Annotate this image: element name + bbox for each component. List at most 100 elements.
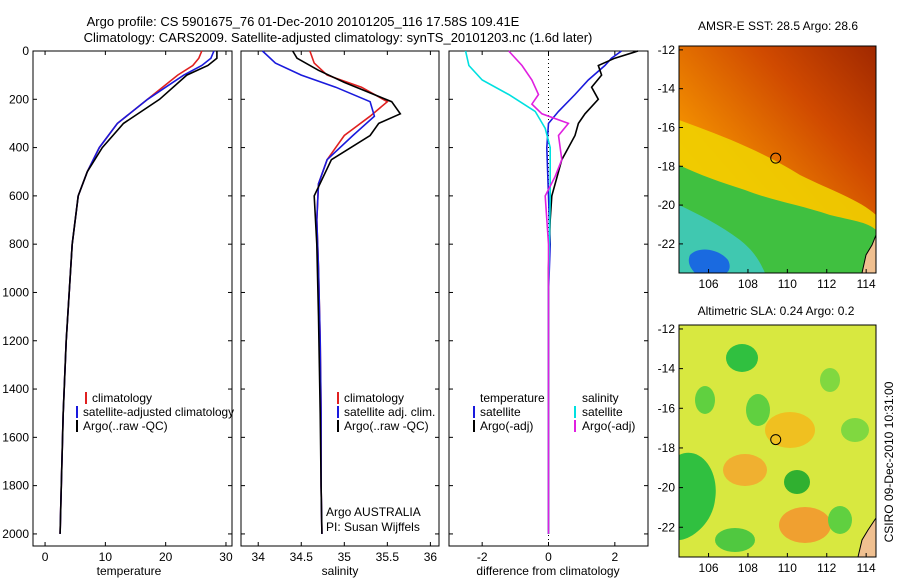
lon-tick-label: 106 [699,277,719,291]
lat-tick-label: -20 [658,481,676,495]
sst-map-axes [678,45,877,274]
x-tick-label: 35.5 [376,550,400,564]
series-line-satellite-adj-clim- [261,50,376,534]
x-tick-label: 34 [252,550,266,564]
x-tick-label: 2 [611,550,618,564]
difference-xlabel: difference from climatology [476,564,619,578]
depth-tick-label: 1600 [2,430,29,444]
x-tick-label: 0 [545,550,552,564]
x-tick-label: 36 [424,550,438,564]
title-line-2: Climatology: CARS2009. Satellite-adjuste… [84,30,593,45]
legend-label-argo: Argo(..raw -QC) [344,419,429,433]
series-line-salinity-argo-adj- [508,50,570,534]
sst-lon-tick-labels: 106 108 110 112 114 [699,269,876,291]
x-tick-label: -2 [477,550,488,564]
depth-tick-labels: 0 200 400 600 800 1000 1200 1400 1600 1800 2000 [2,44,29,541]
depth-tick-label: 2000 [2,527,29,541]
lat-tick-label: -14 [658,82,676,96]
legend-label-satellite: satellite adj. clim. [344,405,435,419]
title-line-1: Argo profile: CS 5901675_76 01-Dec-2010 … [87,14,520,29]
x-tick-label: 35 [338,550,352,564]
temperature-profiles [59,50,218,534]
salinity-axes [240,50,440,547]
lat-tick-label: -16 [658,120,676,134]
lon-tick-label: 108 [738,561,758,575]
lon-tick-label: 108 [738,277,758,291]
legend-label-climatology: climatology [344,391,404,405]
sla-argo-location-marker [770,434,782,446]
x-tick-label: 30 [219,550,233,564]
legend-title-salinity: salinity [582,391,619,405]
temperature-xlabel: temperature [97,564,162,578]
sst-argo-location-marker [770,152,782,164]
lat-tick-label: -12 [658,322,676,336]
lat-tick-label: -22 [658,520,676,534]
legend-title-temperature: temperature [480,391,545,405]
sla-lat-tick-labels: -12 -14 -16 -18 -20 -22 [658,322,683,534]
legend-label-temp-argo: Argo(-adj) [480,419,533,433]
legend-label-sal-argo: Argo(-adj) [582,419,635,433]
sla-orange-blob [779,507,831,543]
x-tick-label: 0 [42,550,49,564]
difference-legend: temperature satellite Argo(-adj) salinit… [473,391,635,433]
lon-tick-label: 114 [857,561,876,575]
lat-tick-label: -16 [658,401,676,415]
depth-tick-label: 200 [9,92,29,106]
depth-tick-label: 1000 [2,285,29,299]
legend-label-satellite: satellite-adjusted climatology [83,405,234,419]
depth-tick-label: 0 [22,44,29,58]
depth-tick-label: 800 [9,237,29,251]
legend-label-temp-satellite: satellite [480,405,521,419]
sst-map-panel: AMSR-E SST: 28.5 Argo: 28.6 106 108 110 112… [658,19,877,291]
difference-panel: -2 0 2 difference from climatology tempera… [448,50,649,578]
lat-tick-label: -14 [658,362,676,376]
sla-green-blob [715,528,755,552]
salinity-xlabel: salinity [322,564,359,578]
legend-label-climatology: climatology [92,391,152,405]
sla-green-blob [695,386,715,414]
depth-tick-label: 1200 [2,334,29,348]
float-owner-annotation: Argo AUSTRALIA [326,505,421,519]
sst-map-title: AMSR-E SST: 28.5 Argo: 28.6 [698,19,858,33]
salinity-panel: 34 34.5 35 35.5 36 salinity climatology sate… [240,50,440,578]
sla-green-blob [841,418,869,442]
salinity-profiles [261,50,402,534]
sst-blue-patch [688,249,730,273]
lat-tick-label: -18 [658,441,676,455]
lat-tick-label: -12 [658,43,676,57]
temperature-tick-labels: 0 10 20 30 [33,50,233,564]
sla-green-blob [726,344,758,372]
sla-green-blob [820,368,840,392]
sla-lon-tick-labels: 106 108 110 112 114 [699,553,876,575]
depth-tick-label: 1400 [2,382,29,396]
lon-tick-label: 112 [817,277,836,291]
x-tick-label: 34.5 [290,550,314,564]
depth-tick-label: 1800 [2,479,29,493]
pi-annotation: PI: Susan Wijffels [326,520,420,534]
sla-map-axes [678,324,877,558]
difference-tick-labels: -2 0 2 [449,50,648,564]
salinity-legend: climatology satellite adj. clim. Argo(..… [337,391,435,433]
lon-tick-label: 114 [857,277,876,291]
x-tick-label: 10 [99,550,113,564]
sla-orange-blob [723,454,767,486]
depth-tick-label: 400 [9,141,29,155]
sst-lat-tick-labels: -12 -14 -16 -18 -20 -22 [658,43,683,251]
lat-tick-label: -22 [658,237,676,251]
series-line-argo-raw-qc- [59,51,218,534]
salinity-tick-labels: 34 34.5 35 35.5 36 [241,50,439,564]
difference-profiles [464,50,639,534]
sla-green-region [679,452,716,540]
temperature-panel: 0 200 400 600 800 1000 1200 1400 1600 1800 2000 0 1… [2,44,234,578]
sla-orange-blob [765,412,815,448]
temperature-legend: climatology satellite-adjusted climatolo… [76,391,234,433]
lon-tick-label: 112 [817,561,836,575]
sla-map-panel: Altimetric SLA: 0.24 Argo: 0.2 106 108 110… [658,304,877,575]
legend-label-argo: Argo(..raw -QC) [83,419,168,433]
lat-tick-label: -20 [658,198,676,212]
sla-green-blob [828,506,852,534]
series-line-argo-raw-qc- [292,50,402,534]
lat-tick-label: -18 [658,159,676,173]
legend-label-sal-satellite: satellite [582,405,623,419]
